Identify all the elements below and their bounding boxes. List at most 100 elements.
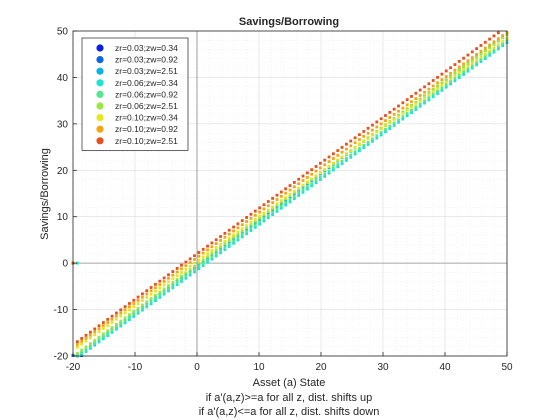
data-point bbox=[297, 194, 301, 197]
data-point bbox=[483, 54, 487, 58]
data-point bbox=[93, 341, 97, 345]
data-point bbox=[88, 346, 92, 350]
data-point bbox=[444, 83, 448, 87]
data-point bbox=[440, 88, 444, 92]
data-point bbox=[418, 97, 422, 101]
data-point bbox=[245, 232, 248, 236]
data-point bbox=[110, 314, 114, 318]
data-point bbox=[101, 335, 105, 338]
data-point bbox=[253, 213, 257, 217]
data-point bbox=[162, 292, 166, 296]
data-point bbox=[206, 255, 209, 259]
data-point bbox=[97, 324, 101, 328]
data-point bbox=[449, 71, 452, 75]
data-point bbox=[197, 254, 201, 258]
data-point bbox=[262, 203, 266, 207]
data-point bbox=[410, 105, 413, 109]
data-point bbox=[154, 293, 157, 297]
series-9-points bbox=[71, 31, 500, 344]
x-tick-label: 10 bbox=[253, 362, 265, 373]
data-point bbox=[431, 90, 435, 93]
data-point bbox=[310, 182, 314, 186]
data-point bbox=[453, 68, 457, 72]
legend-marker bbox=[96, 114, 104, 122]
data-point bbox=[423, 101, 426, 105]
data-point bbox=[210, 253, 214, 257]
data-point bbox=[141, 306, 144, 310]
data-point bbox=[349, 153, 353, 157]
data-point bbox=[249, 229, 253, 232]
data-point bbox=[301, 174, 305, 178]
data-point bbox=[80, 339, 84, 343]
data-point bbox=[106, 334, 110, 338]
data-point bbox=[358, 149, 361, 153]
data-point bbox=[271, 201, 275, 205]
data-point bbox=[188, 268, 192, 271]
data-point bbox=[358, 133, 361, 137]
data-point bbox=[75, 351, 79, 355]
data-point bbox=[483, 52, 487, 56]
data-point bbox=[214, 246, 218, 249]
data-point bbox=[371, 139, 374, 143]
data-point bbox=[279, 206, 283, 210]
data-point bbox=[262, 211, 266, 215]
data-point bbox=[227, 240, 231, 244]
data-point bbox=[366, 143, 370, 146]
data-point bbox=[275, 203, 279, 207]
data-point bbox=[379, 117, 383, 121]
data-point bbox=[392, 107, 396, 111]
data-point bbox=[128, 308, 131, 312]
data-point bbox=[492, 48, 496, 52]
data-point bbox=[362, 135, 366, 138]
data-point bbox=[384, 114, 387, 117]
data-point bbox=[227, 232, 231, 236]
data-point bbox=[384, 128, 387, 131]
data-point bbox=[332, 161, 335, 165]
data-point bbox=[262, 219, 266, 223]
data-point bbox=[245, 226, 248, 230]
data-point bbox=[93, 338, 97, 342]
data-point bbox=[292, 197, 296, 201]
data-point bbox=[275, 202, 279, 206]
data-point bbox=[240, 231, 244, 234]
data-point bbox=[405, 98, 409, 102]
data-point bbox=[80, 351, 84, 354]
data-point bbox=[349, 139, 353, 143]
data-point bbox=[488, 43, 492, 47]
x-tick-label: 30 bbox=[377, 362, 389, 373]
data-point bbox=[457, 71, 461, 75]
data-point bbox=[232, 233, 235, 237]
data-point bbox=[223, 239, 227, 243]
data-point bbox=[154, 282, 157, 286]
data-point bbox=[397, 104, 400, 108]
data-point bbox=[340, 145, 344, 149]
data-point bbox=[353, 152, 357, 156]
data-point bbox=[284, 196, 288, 199]
data-point bbox=[167, 284, 170, 288]
data-point bbox=[210, 257, 214, 261]
y-tick-label: -20 bbox=[54, 352, 69, 363]
data-point bbox=[97, 330, 101, 334]
data-point bbox=[232, 239, 235, 243]
x-axis-label: Asset (a) State bbox=[253, 377, 326, 389]
data-point bbox=[136, 295, 140, 299]
data-point bbox=[427, 98, 431, 102]
data-point bbox=[141, 303, 144, 307]
data-point bbox=[141, 308, 144, 312]
data-point bbox=[171, 270, 175, 274]
data-point bbox=[379, 122, 383, 126]
data-point bbox=[340, 159, 344, 163]
data-point bbox=[496, 45, 500, 49]
data-point bbox=[501, 36, 505, 40]
data-point bbox=[219, 235, 222, 238]
data-point bbox=[154, 289, 157, 293]
data-point bbox=[132, 305, 136, 309]
data-point bbox=[305, 176, 309, 179]
data-point bbox=[310, 168, 314, 172]
data-point bbox=[479, 52, 483, 56]
data-point bbox=[288, 193, 292, 196]
data-point bbox=[128, 313, 131, 317]
data-point bbox=[423, 85, 426, 89]
data-point bbox=[136, 298, 140, 302]
data-point bbox=[501, 34, 505, 37]
